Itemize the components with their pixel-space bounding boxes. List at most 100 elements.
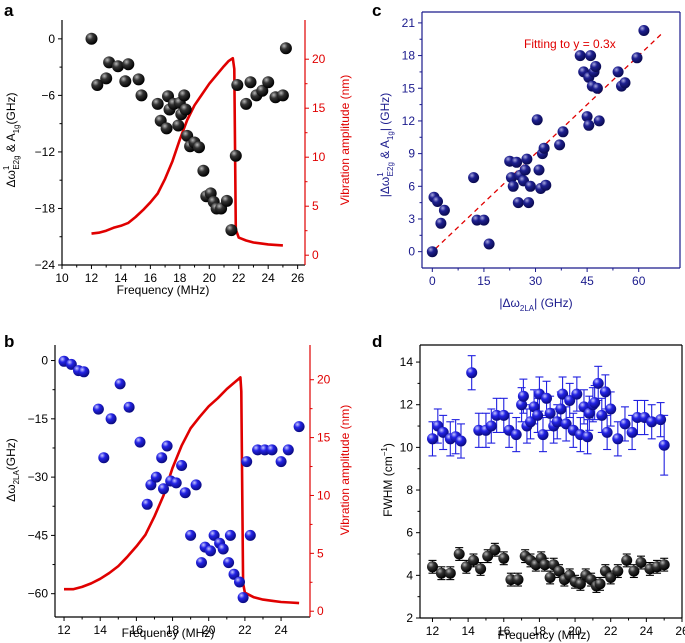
panel-d-blue-data-point — [427, 433, 438, 445]
panel-c-y-tick-label: 21 — [402, 16, 416, 30]
panel-d-x-tick-label: 18 — [533, 624, 547, 638]
panel-c-ylabel-rest: & A — [378, 140, 392, 162]
panel-c-ylabel-main: |Δω — [378, 177, 392, 198]
panel-d-black-data-point — [621, 554, 633, 566]
panel-c-data-point — [478, 214, 490, 226]
panel-a-y2-tick-label: 15 — [312, 101, 326, 115]
panel-d-x-tick-label: 24 — [640, 624, 654, 638]
panel-a-x-tick-label: 10 — [55, 271, 69, 285]
panel-letter-c: c — [372, 1, 381, 20]
panel-d-blue-data-point — [626, 426, 638, 438]
panel-d-ylabel-sup: −1 — [380, 447, 389, 457]
panel-a-data-point — [160, 122, 173, 135]
panel-b-x-tick-label: 24 — [274, 623, 288, 637]
panel-d-black-data-point — [635, 557, 647, 568]
panel-d-blue-data-point — [605, 403, 617, 415]
panel-c-y-tick-label: 0 — [408, 245, 415, 259]
panel-a-data-point — [279, 42, 292, 55]
panel-d-blue-data-point — [437, 426, 449, 438]
panel-a-data-point — [262, 76, 275, 89]
panel-b-xlabel: Frequency (MHz) — [122, 626, 215, 640]
panel-a-xlabel: Frequency (MHz) — [117, 283, 210, 297]
panel-c-data-point — [524, 180, 536, 192]
panel-b-x-tick-label: 14 — [94, 623, 108, 637]
panel-c-data-point — [468, 172, 480, 184]
panel-d-blue-data-point — [646, 416, 658, 428]
panel-d-blue-data-point — [596, 409, 608, 421]
panel-c-xlabel-sub: 2LA — [520, 304, 535, 313]
panel-b-data-point — [150, 471, 162, 483]
panel-a-data-point — [197, 164, 210, 177]
panel-c-data-point — [538, 142, 550, 154]
panel-a-data-point — [100, 72, 113, 85]
panel-a-x-tick-label: 18 — [173, 271, 187, 285]
panel-d-ylabel: FWHM (cm−1) — [380, 443, 395, 517]
panel-c-data-point — [540, 179, 552, 191]
panel-a-data-point — [132, 73, 145, 86]
panel-c-data-point — [438, 204, 450, 216]
panel-c-ylabel: |Δω1E2g & A1g| (GHz) — [376, 93, 395, 198]
panel-b-y2-tick-label: 10 — [317, 488, 331, 502]
panel-b-y2label: Vibration amplitude (nm) — [338, 405, 352, 536]
panel-d-blue-data-point — [541, 392, 552, 404]
panel-c-data-point — [507, 180, 519, 192]
panel-d-blue-data-point — [560, 418, 572, 430]
panel-b-data-point — [134, 436, 146, 448]
panel-d: 12141618202224262468101214 Frequency (MH… — [380, 344, 685, 642]
panel-d-blue-data-point — [498, 409, 510, 421]
panel-a-data-point — [220, 194, 233, 207]
panel-b-x-tick-label: 16 — [130, 623, 144, 637]
panel-d-blue-data-point — [582, 431, 593, 443]
panel-c-data-point — [583, 119, 595, 131]
panel-a-ylabel-tail: (GHz) — [4, 93, 18, 125]
panel-c-x-tick-label: 15 — [477, 274, 491, 288]
panel-d-xlabel: Frequency (MHz) — [498, 628, 591, 642]
panel-a-x-tick-label: 26 — [291, 271, 305, 285]
panel-a-data-point — [179, 103, 192, 116]
panel-b-y2-tick-label: 15 — [317, 431, 331, 445]
panel-b-x-tick-label: 12 — [57, 623, 71, 637]
panel-a-data-point — [172, 119, 185, 132]
panel-b-data-point — [237, 592, 249, 604]
panel-c-y-tick-label: 12 — [402, 114, 416, 128]
panel-d-blue-data-point — [455, 435, 467, 447]
panel-c-data-point — [533, 164, 545, 176]
panel-c-data-point — [585, 50, 597, 62]
panel-a-x-tick-label: 14 — [114, 271, 128, 285]
panel-b-data-point — [223, 557, 235, 569]
panel-c-data-point — [612, 66, 624, 78]
panel-d-black-data-point — [512, 574, 524, 586]
panel-b-data-point — [244, 529, 256, 541]
panel-a: 10 12 14 16 18 20 22 24 26 0 −6 −12 −18 −24 0 5 10 15 20 F… — [2, 20, 352, 297]
panel-b-y-tick-label: −15 — [28, 412, 49, 426]
panel-b-data-point — [161, 440, 173, 452]
panel-c-data-point — [619, 77, 631, 89]
panel-c-xlabel: |Δω2LA| (GHz) — [499, 296, 572, 313]
panel-d-y-tick-label: 8 — [406, 483, 413, 497]
panel-a-y-tick-label: −12 — [35, 145, 56, 159]
panel-b-y-tick-label: −30 — [28, 470, 49, 484]
panel-d-blue-data-point — [592, 377, 604, 389]
panel-d-blue-data-point — [658, 439, 670, 451]
panel-a-data-point — [112, 60, 124, 73]
panel-a-y2-tick-label: 5 — [312, 199, 319, 213]
panel-a-data-point — [231, 79, 244, 91]
panel-b-y-tick-label: −60 — [28, 587, 49, 601]
panel-c-x-tick-label: 30 — [529, 274, 543, 288]
panel-c-data-point — [521, 153, 533, 165]
panel-d-blue-data-point — [551, 416, 563, 428]
panel-d-blue-data-point — [544, 407, 556, 419]
panel-b-ylabel-main: Δω — [4, 484, 18, 501]
panel-d-black-data-point — [539, 559, 551, 571]
panel-d-black-data-point — [453, 548, 465, 560]
panel-d-blue-data-point — [599, 386, 611, 398]
panel-c-data-point — [581, 111, 593, 123]
panel-c-data-point — [590, 61, 602, 72]
panel-b-data-point — [185, 529, 197, 541]
panel-a-y2-tick-label: 0 — [312, 248, 319, 262]
panel-d-blue-data-point — [557, 388, 569, 400]
panel-c-xlabel-tail: | (GHz) — [534, 296, 572, 310]
panel-c: 0 15 30 45 60 0 3 6 9 12 15 18 21 Fitting to y = 0.3… — [376, 11, 681, 313]
panel-a-data-point — [193, 141, 205, 154]
